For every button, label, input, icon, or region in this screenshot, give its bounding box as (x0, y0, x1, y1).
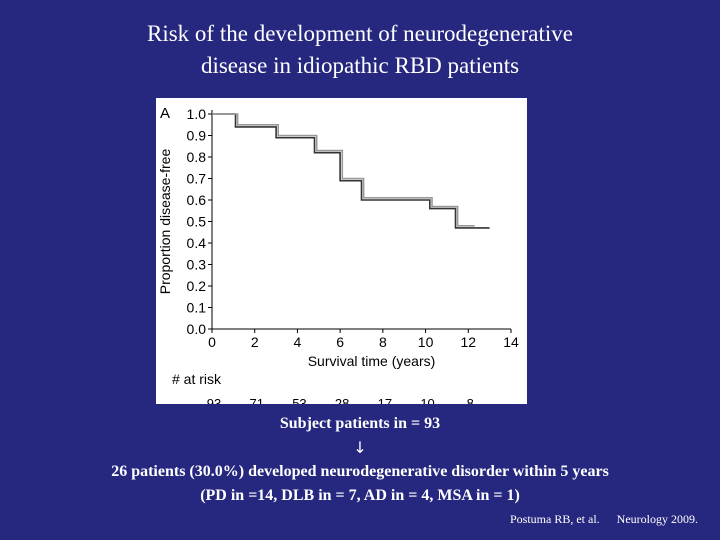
x-tick-label: 2 (251, 334, 259, 350)
x-tick-label: 4 (294, 334, 302, 350)
at-risk-value: 17 (378, 396, 392, 404)
at-risk-value: 93 (207, 396, 221, 404)
at-risk-value: 53 (292, 396, 306, 404)
x-tick-label: 12 (460, 334, 476, 350)
y-tick-label: 0.9 (187, 128, 207, 144)
y-tick-label: 0.0 (187, 321, 207, 337)
x-tick-label: 10 (418, 334, 434, 350)
title-line-2: disease in idiopathic RBD patients (200, 53, 520, 78)
y-tick-label: 0.1 (187, 300, 207, 316)
y-tick-label: 0.3 (187, 257, 207, 273)
slide-title: Risk of the development of neurodegenera… (0, 18, 720, 82)
at-risk-label: # at risk (172, 371, 222, 387)
summary: Subject patients in = 93 ↓ 26 patients (… (0, 412, 720, 508)
summary-outcome: 26 patients (30.0%) developed neurodegen… (111, 463, 609, 480)
citation: Postuma RB, et al. Neurology 2009. (510, 512, 698, 527)
x-tick-label: 0 (208, 334, 216, 350)
at-risk-value: 10 (420, 396, 434, 404)
at-risk-value: 8 (467, 396, 474, 404)
km-curve-1 (212, 113, 490, 229)
title-line-1: Risk of the development of neurodegenera… (147, 21, 573, 46)
panel-label: A (160, 105, 170, 122)
y-tick-label: 0.6 (187, 192, 207, 208)
x-tick-label: 8 (379, 334, 387, 350)
y-tick-label: 0.2 (187, 278, 207, 294)
down-arrow-icon: ↓ (353, 438, 367, 457)
summary-sample-size: Subject patients in = 93 (279, 415, 441, 432)
km-figure: A 0.0 0.1 0.2 0.3 0.4 0.5 0.6 0.7 0.8 0.9 1.0 0 2 4 6 8 1… (156, 98, 527, 404)
x-axis-label: Survival time (years) (308, 353, 436, 369)
x-tick-label: 6 (336, 334, 344, 350)
y-tick-label: 0.5 (187, 214, 207, 230)
citation-journal: Neurology 2009. (616, 512, 698, 526)
citation-author: Postuma RB, et al. (510, 512, 600, 526)
km-chart: A 0.0 0.1 0.2 0.3 0.4 0.5 0.6 0.7 0.8 0.9 1.0 0 2 4 6 8 1… (157, 105, 519, 404)
y-tick-label: 0.4 (187, 235, 207, 251)
summary-breakdown: (PD in =14, DLB in = 7, AD in = 4, MSA i… (200, 487, 520, 504)
y-tick-label: 0.7 (187, 171, 207, 187)
x-tick-label: 14 (503, 334, 519, 350)
y-tick-label: 0.8 (187, 149, 207, 165)
y-tick-label: 1.0 (187, 106, 207, 122)
at-risk-value: 28 (335, 396, 349, 404)
y-axis-label: Proportion disease-free (157, 149, 173, 295)
km-curve-2 (212, 113, 475, 227)
at-risk-value: 71 (249, 396, 263, 404)
